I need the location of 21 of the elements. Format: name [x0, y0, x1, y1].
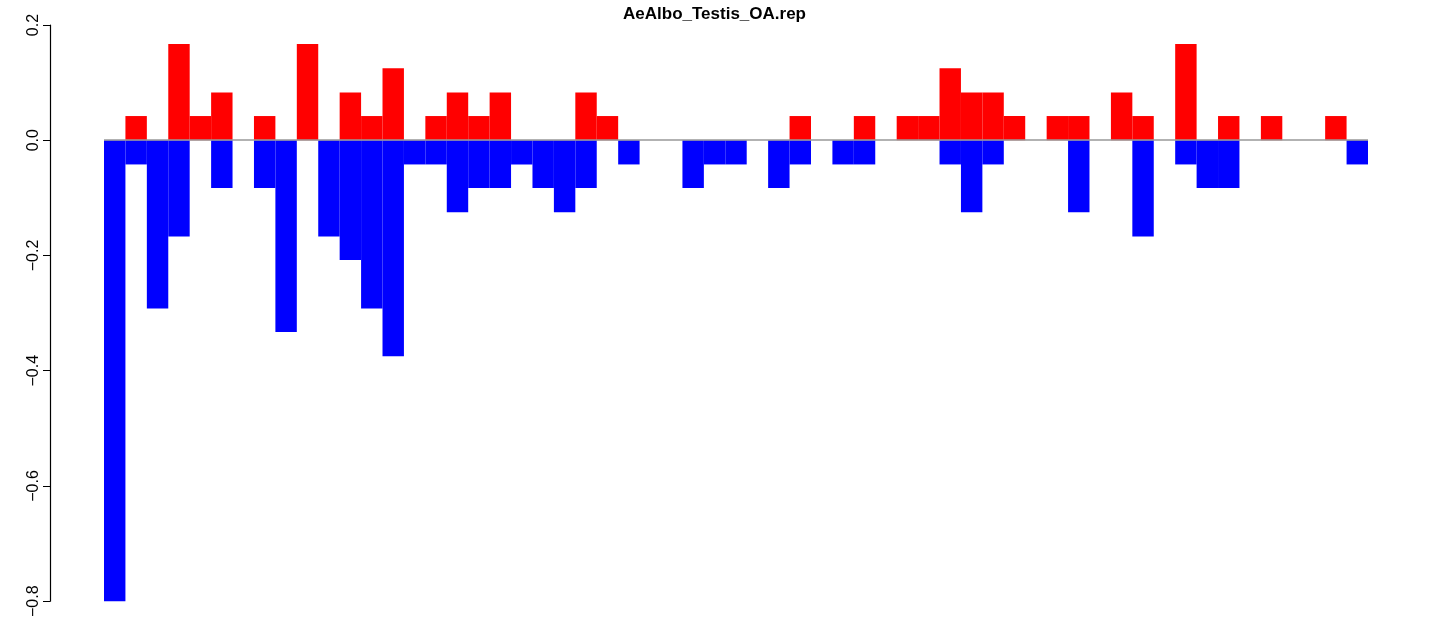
bar — [1260, 116, 1283, 141]
bar — [1132, 140, 1154, 237]
y-tick-label: 0.0 — [23, 129, 41, 152]
bar — [125, 116, 147, 141]
y-tick-label: −0.6 — [23, 470, 41, 502]
y-tick-label: 0.2 — [23, 13, 41, 37]
bar — [1218, 116, 1240, 141]
y-tick-label: −0.4 — [23, 354, 41, 387]
bar — [618, 140, 640, 165]
chart-title: AeAlbo_Testis_OA.rep — [623, 4, 806, 23]
bar — [789, 116, 811, 141]
bar — [853, 116, 876, 141]
bar — [1346, 140, 1368, 165]
bar — [296, 44, 319, 141]
bar — [1325, 116, 1347, 141]
y-tick-label: −0.2 — [23, 239, 41, 272]
bar — [211, 140, 233, 189]
bar — [253, 116, 276, 141]
y-tick-label: −0.8 — [23, 585, 41, 617]
bar — [1175, 44, 1197, 141]
bar — [1068, 140, 1090, 213]
